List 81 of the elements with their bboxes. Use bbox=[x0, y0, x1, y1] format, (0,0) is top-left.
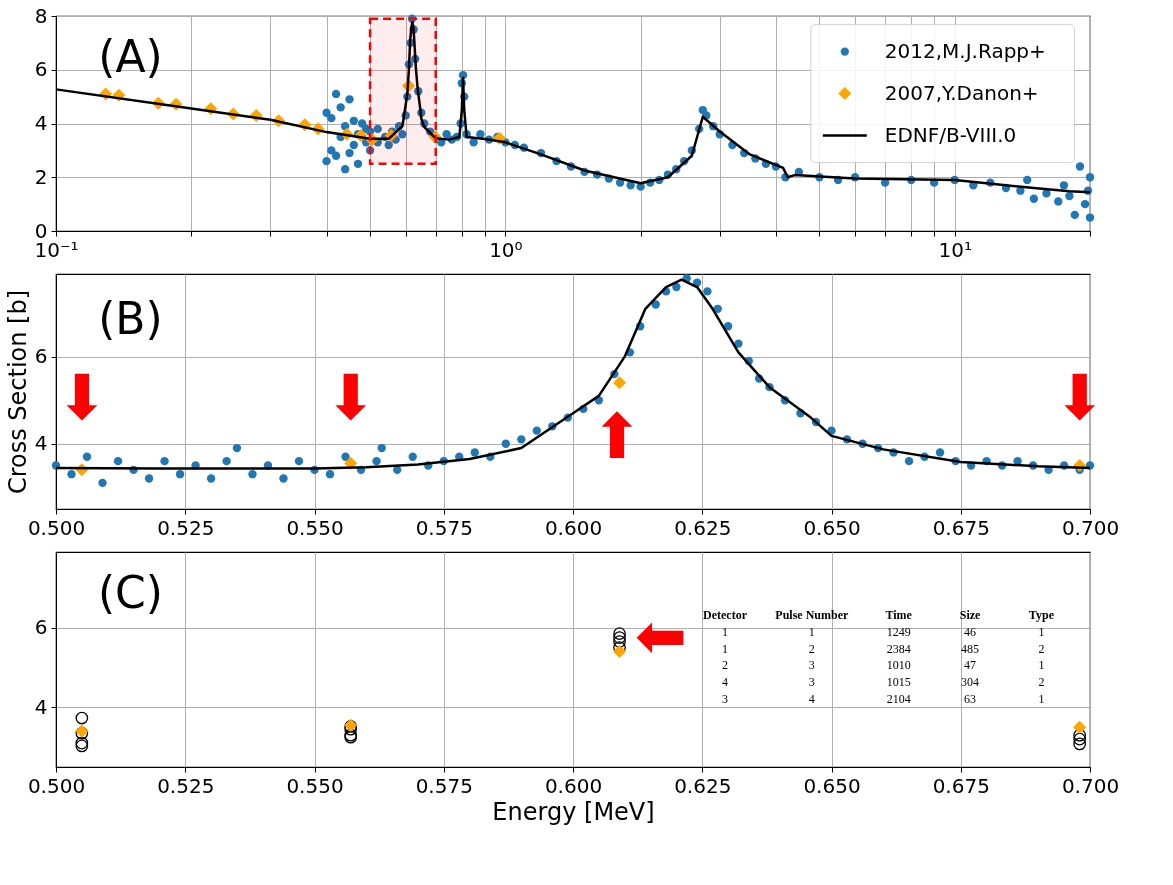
legend-label: 2012,M.J.Rapp+ bbox=[884, 38, 1046, 63]
annotation: 1 bbox=[1038, 691, 1045, 706]
annotation: 1249 bbox=[886, 624, 911, 639]
x-tick-label: 0.675 bbox=[932, 773, 990, 798]
legend-label: 2007,Y.Danon+ bbox=[884, 80, 1039, 105]
point bbox=[613, 635, 626, 648]
annotation: 1 bbox=[722, 624, 728, 639]
annotation: 1 bbox=[808, 624, 815, 639]
annotation: 1 bbox=[1038, 658, 1045, 673]
annotation: 3 bbox=[808, 658, 815, 673]
point bbox=[1073, 737, 1087, 751]
annotation: 3 bbox=[722, 691, 728, 706]
annotation: (C) bbox=[97, 567, 163, 618]
annotation: 2 bbox=[722, 658, 728, 673]
y-axis-title: Cross Section [b] bbox=[3, 289, 32, 495]
annotation: 2 bbox=[808, 641, 815, 656]
annotation: 2104 bbox=[886, 691, 911, 706]
annotation: Pulse Number bbox=[775, 608, 850, 623]
annotation: 4 bbox=[808, 691, 815, 706]
annotation: 2 bbox=[1038, 641, 1045, 656]
x-tick-label: 0.700 bbox=[1061, 773, 1120, 798]
annotation: 1 bbox=[722, 641, 728, 656]
annotation: Detector bbox=[703, 608, 748, 623]
x-tick-label: 0.650 bbox=[803, 773, 861, 798]
annotation: 2384 bbox=[886, 641, 911, 656]
annotation: Time bbox=[885, 608, 913, 623]
point bbox=[75, 711, 89, 725]
x-tick-label: 0.650 bbox=[803, 515, 861, 540]
x-tick-label: 10¹ bbox=[938, 237, 972, 262]
annotation: 1 bbox=[1038, 624, 1045, 639]
annotation: Type bbox=[1028, 608, 1055, 623]
legend-label: EDNF/B-VIII.0 bbox=[884, 122, 1017, 147]
point bbox=[613, 631, 626, 644]
y-tick-label: 6 bbox=[34, 344, 48, 369]
point bbox=[613, 376, 627, 390]
annotation: ⬇ bbox=[55, 361, 108, 435]
annotation: 47 bbox=[964, 658, 977, 673]
point bbox=[613, 627, 626, 640]
annotation: 3 bbox=[808, 674, 815, 689]
point bbox=[1073, 728, 1087, 742]
y-tick-label: 6 bbox=[34, 615, 48, 640]
y-tick-label: 6 bbox=[34, 57, 48, 82]
annotation: (B) bbox=[98, 293, 163, 344]
x-tick-label: 0.525 bbox=[157, 515, 215, 540]
x-tick-label: 10⁰ bbox=[489, 237, 523, 262]
y-tick-label: 4 bbox=[34, 111, 48, 135]
annotation: (A) bbox=[98, 31, 163, 82]
x-tick-label: 0.600 bbox=[544, 515, 603, 540]
annotation: ⬆ bbox=[590, 399, 643, 473]
x-tick-label: 0.700 bbox=[1061, 515, 1120, 540]
x-tick-label: 0.550 bbox=[286, 515, 344, 540]
x-tick-label: 0.675 bbox=[932, 515, 990, 540]
annotation: 1015 bbox=[886, 674, 911, 689]
annotation: 1010 bbox=[886, 658, 911, 673]
x-tick-label: 0.525 bbox=[157, 773, 215, 798]
point bbox=[613, 645, 627, 659]
x-tick-label: 0.575 bbox=[415, 515, 473, 540]
y-tick-label: 2 bbox=[34, 164, 48, 189]
x-tick-label: 0.600 bbox=[544, 773, 603, 798]
point bbox=[1073, 720, 1087, 734]
x-tick-label: 0.625 bbox=[674, 773, 732, 798]
annotation: ⬇ bbox=[1053, 361, 1106, 435]
annotation: 2 bbox=[1038, 674, 1045, 689]
x-tick-label: 0.625 bbox=[674, 515, 732, 540]
annotation: ⬇ bbox=[324, 361, 377, 435]
x-tick-label: 0.500 bbox=[27, 773, 86, 798]
annotation: 46 bbox=[964, 624, 977, 639]
annotation: 63 bbox=[964, 691, 977, 706]
annotation: 485 bbox=[961, 641, 980, 656]
annotation: 304 bbox=[961, 674, 980, 689]
x-tick-label: 0.550 bbox=[286, 773, 344, 798]
y-tick-label: 4 bbox=[34, 431, 48, 456]
annotation: 4 bbox=[722, 674, 728, 689]
x-axis-title: Energy [MeV] bbox=[492, 797, 655, 826]
x-tick-label: 0.575 bbox=[415, 773, 473, 798]
y-tick-label: 8 bbox=[34, 3, 48, 28]
x-tick-label: 0.500 bbox=[27, 515, 86, 540]
y-tick-label: 4 bbox=[34, 694, 48, 719]
annotation: Size bbox=[959, 608, 982, 623]
point bbox=[1073, 732, 1087, 746]
annotation: ⬅ bbox=[634, 598, 687, 672]
